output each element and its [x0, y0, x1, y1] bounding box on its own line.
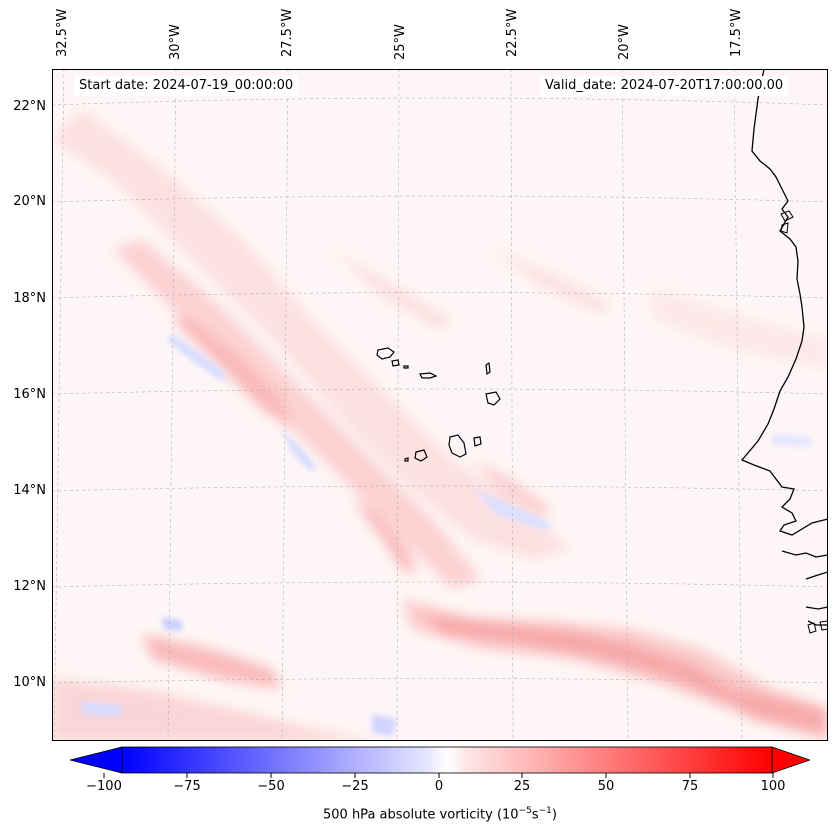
lat-label-16n: 16°N — [13, 387, 46, 402]
lat-label-20n: 20°N — [13, 194, 46, 209]
lat-label-12n: 12°N — [13, 579, 46, 594]
colorbar-tick-label: −50 — [257, 779, 285, 794]
colorbar-right-extend — [771, 746, 810, 774]
colorbar-label-exp2: −1 — [538, 806, 552, 816]
colorbar-tick-marks — [103, 773, 774, 778]
colorbar-tick-label: 25 — [513, 779, 531, 794]
colorbar-tick-label: −100 — [86, 779, 122, 794]
lat-label-14n: 14°N — [13, 483, 46, 498]
colorbar-left-extend — [70, 746, 123, 774]
colorbar-label-exp1: −5 — [518, 806, 532, 816]
lon-label-30w: 30°W — [168, 24, 183, 60]
lon-label-32-5w: 32.5°W — [55, 8, 70, 57]
coastline-islands — [780, 210, 828, 634]
valid-date-label: Valid_date: 2024-07-20T17:00:00.00 — [540, 76, 789, 96]
colorbar — [70, 746, 810, 778]
african-coastline — [740, 69, 828, 626]
colorbar-tick-label: 100 — [760, 779, 786, 794]
gridlines — [52, 69, 828, 741]
colorbar-label-mid: s — [531, 807, 539, 823]
colorbar-tick-label: 0 — [434, 779, 444, 794]
colorbar-body — [121, 746, 773, 774]
lat-label-10n: 10°N — [13, 675, 46, 690]
lon-label-20w: 20°W — [617, 24, 632, 60]
negative-vorticity — [82, 334, 812, 737]
colorbar-label: 500 hPa absolute vorticity (10−5s−1) — [0, 806, 837, 822]
cape-verde-islands — [376, 347, 501, 462]
lat-label-18n: 18°N — [13, 291, 46, 306]
lon-label-27-5w: 27.5°W — [280, 8, 295, 57]
lat-label-22n: 22°N — [13, 99, 46, 114]
start-date-label: Start date: 2024-07-19_00:00:00 — [74, 76, 299, 96]
colorbar-tick-label: −25 — [341, 779, 369, 794]
colorbar-label-text: 500 hPa absolute vorticity (10 — [323, 807, 519, 823]
lon-label-17-5w: 17.5°W — [729, 8, 744, 57]
colorbar-tick-label: 75 — [681, 779, 699, 794]
colorbar-tick-label: −75 — [173, 779, 201, 794]
lon-label-25w: 25°W — [393, 24, 408, 60]
map-panel — [52, 69, 828, 741]
lon-label-22-5w: 22.5°W — [505, 8, 520, 57]
colorbar-label-end: ) — [551, 807, 557, 823]
colorbar-tick-label: 50 — [597, 779, 615, 794]
